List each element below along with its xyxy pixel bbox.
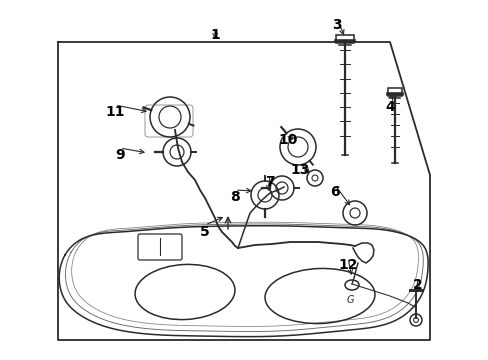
Text: 5: 5	[200, 225, 209, 239]
Bar	[335, 35, 353, 43]
Text: 8: 8	[230, 190, 240, 204]
Text: 2: 2	[412, 278, 422, 292]
Text: 4: 4	[385, 100, 394, 114]
Bar	[387, 88, 401, 96]
Text: 13: 13	[290, 163, 309, 177]
Text: 11: 11	[105, 105, 124, 119]
Text: 7: 7	[264, 175, 274, 189]
Text: 12: 12	[338, 258, 357, 272]
Text: 10: 10	[278, 133, 297, 147]
Text: 1: 1	[210, 28, 220, 42]
Text: 6: 6	[329, 185, 339, 199]
Text: G: G	[346, 295, 353, 305]
Text: 3: 3	[331, 18, 341, 32]
Text: 9: 9	[115, 148, 124, 162]
